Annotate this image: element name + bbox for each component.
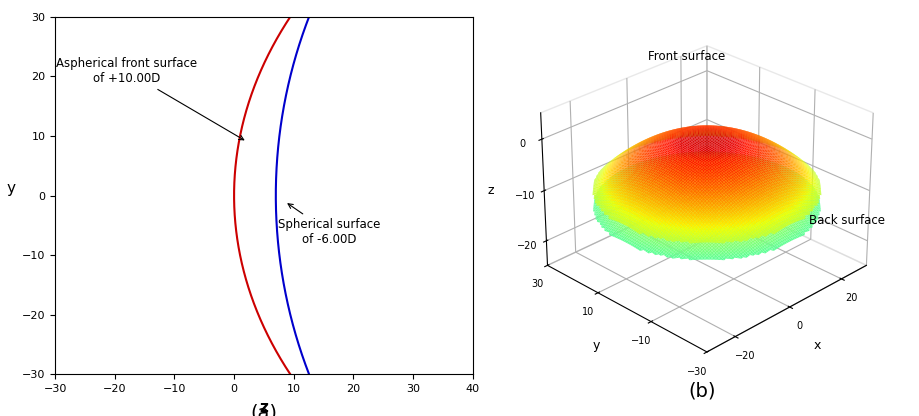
X-axis label: x: x	[812, 339, 821, 352]
Text: Back surface: Back surface	[809, 214, 884, 227]
Text: Aspherical front surface
of +10.00D: Aspherical front surface of +10.00D	[56, 57, 244, 140]
Y-axis label: y: y	[592, 339, 599, 352]
Text: Spherical surface
of -6.00D: Spherical surface of -6.00D	[278, 204, 380, 246]
Text: (a): (a)	[250, 403, 278, 416]
Text: Front surface: Front surface	[648, 50, 725, 62]
X-axis label: z: z	[259, 400, 268, 415]
Text: (b): (b)	[687, 381, 715, 401]
Y-axis label: y: y	[6, 181, 16, 196]
